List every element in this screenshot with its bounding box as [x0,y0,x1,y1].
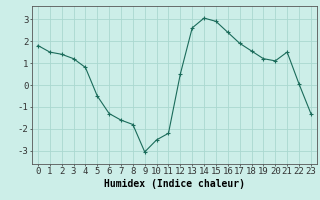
X-axis label: Humidex (Indice chaleur): Humidex (Indice chaleur) [104,179,245,189]
